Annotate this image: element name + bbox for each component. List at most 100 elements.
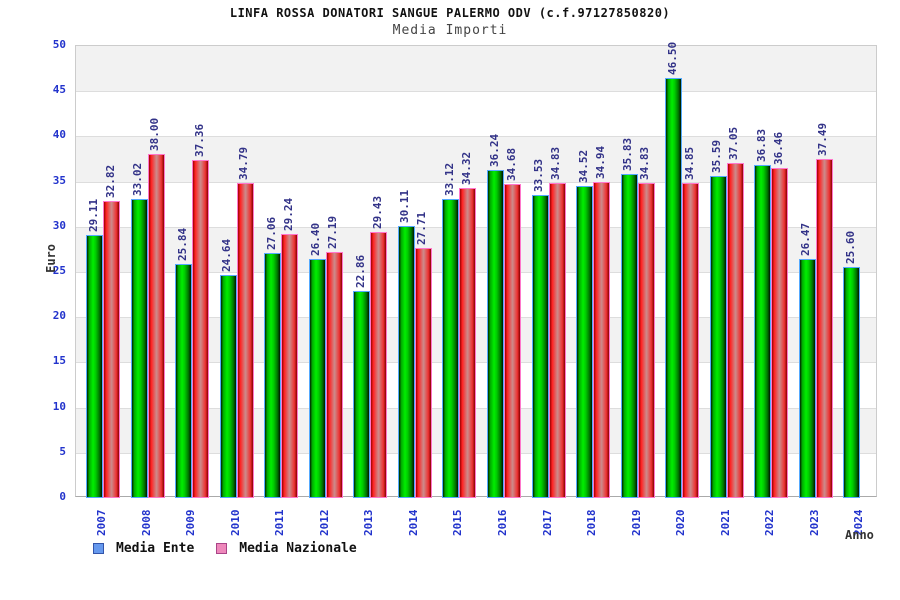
y-tick-label: 15	[52, 354, 66, 368]
bar-media-nazionale-2010	[236, 183, 254, 498]
bar-value-label: 26.40	[309, 223, 323, 257]
bar-value-label: 30.11	[398, 189, 412, 223]
bar-media-ente-2016	[487, 170, 504, 498]
x-tick-label-2008: 2008	[139, 509, 153, 537]
chart-subtitle: Media Importi	[392, 23, 508, 38]
x-tick-label-2013: 2013	[362, 509, 376, 537]
bar-media-ente-2012	[308, 259, 326, 498]
y-tick-label: 10	[52, 399, 66, 413]
bar-value-label: 37.49	[816, 122, 830, 157]
bar-value-label: 24.64	[220, 239, 234, 273]
bar-media-ente-2014	[397, 225, 415, 498]
bar-value-label: 25.84	[175, 228, 189, 262]
bar-media-ente-2015	[442, 198, 460, 498]
bar-media-nazionale-2021	[726, 163, 744, 498]
bar-value-label: 34.85	[682, 146, 696, 180]
bar-value-label: 36.83	[754, 128, 768, 163]
bar-value-label: 32.82	[103, 165, 117, 199]
bar-value-label: 33.02	[131, 163, 145, 197]
gridline	[76, 91, 876, 93]
bar-media-nazionale-2018	[593, 182, 611, 498]
y-tick-label: 5	[59, 444, 66, 458]
bar-value-label: 37.05	[727, 126, 741, 161]
bar-media-nazionale-2007	[103, 201, 120, 498]
gridline	[76, 181, 876, 183]
bar-media-nazionale-2016	[504, 184, 521, 498]
x-tick-label-2007: 2007	[95, 509, 108, 537]
bar-media-ente-2022	[754, 165, 772, 498]
bar-media-ente-2017	[531, 194, 549, 498]
bar-value-label: 29.11	[86, 198, 100, 232]
bar-value-label: 29.43	[370, 195, 384, 229]
chart-title: LINFA ROSSA DONATORI SANGUE PALERMO ODV …	[229, 6, 671, 20]
y-tick-label: 50	[52, 38, 66, 51]
x-axis-label: Anno	[845, 528, 874, 542]
bar-media-nazionale-2014	[414, 247, 432, 498]
bar-media-ente-2007	[86, 234, 103, 498]
x-tick-label-2016: 2016	[496, 509, 509, 537]
y-tick-label: 35	[52, 173, 66, 187]
bar-value-label: 46.50	[665, 41, 679, 75]
bar-value-label: 34.68	[504, 148, 518, 182]
bar-media-nazionale-2009	[192, 160, 210, 498]
bar-value-label: 36.46	[771, 132, 785, 166]
bar-value-label: 33.53	[532, 158, 546, 192]
bar-value-label: 27.19	[326, 216, 340, 250]
bar-value-label: 34.83	[549, 147, 563, 181]
bar-media-ente-2024	[843, 266, 861, 498]
bar-media-nazionale-2022	[771, 168, 789, 498]
bar-media-ente-2011	[264, 253, 282, 498]
y-tick-label: 20	[52, 309, 66, 323]
bar-value-label: 27.06	[264, 217, 278, 251]
bar-media-nazionale-2013	[370, 231, 388, 498]
bar-value-label: 34.79	[237, 147, 251, 181]
gridline	[76, 136, 876, 138]
x-tick-label-2023: 2023	[807, 509, 821, 537]
bar-media-ente-2010	[219, 275, 237, 498]
x-tick-label-2010: 2010	[228, 509, 242, 537]
x-tick-label-2022: 2022	[763, 509, 777, 537]
bar-value-label: 34.94	[593, 146, 607, 180]
y-tick-label: 25	[52, 264, 66, 277]
bar-value-label: 35.59	[710, 140, 724, 174]
x-tick-label-2017: 2017	[540, 509, 554, 537]
legend-label-media-ente: Media Ente	[116, 541, 195, 556]
bar-value-label: 34.83	[638, 147, 652, 181]
y-tick-label: 45	[52, 83, 66, 97]
x-tick-label-2020: 2020	[674, 509, 688, 537]
bar-media-nazionale-2020	[682, 182, 700, 498]
y-tick-label: 40	[52, 128, 66, 142]
bar-value-label: 26.47	[799, 222, 813, 256]
bar-media-ente-2013	[353, 291, 371, 498]
bar-media-nazionale-2017	[548, 183, 566, 498]
x-tick-label-2021: 2021	[718, 509, 732, 537]
legend-swatch-media-nazionale-icon	[216, 543, 228, 554]
bar-value-label: 27.71	[415, 211, 429, 245]
bar-value-label: 36.24	[487, 134, 501, 168]
bar-media-ente-2021	[709, 176, 727, 498]
y-tick-label: 0	[59, 490, 66, 503]
bar-media-nazionale-2011	[281, 233, 299, 498]
background-band	[76, 46, 876, 92]
legend-label-media-nazionale: Media Nazionale	[239, 541, 357, 556]
x-tick-label-2019: 2019	[629, 509, 643, 537]
legend: Media Ente Media Nazionale	[93, 541, 369, 556]
bar-media-nazionale-2023	[815, 159, 833, 498]
bar-value-label: 34.52	[576, 149, 590, 183]
bar-media-ente-2009	[175, 264, 193, 498]
x-tick-label-2011: 2011	[273, 509, 287, 537]
bar-media-ente-2018	[576, 185, 594, 498]
bar-media-nazionale-2008	[147, 154, 165, 498]
y-tick-label: 30	[52, 218, 66, 232]
bar-media-ente-2020	[665, 77, 683, 498]
bar-media-nazionale-2012	[325, 252, 343, 498]
bar-value-label: 29.24	[281, 197, 295, 231]
x-tick-label-2012: 2012	[317, 509, 331, 537]
legend-entry-media-nazionale: Media Nazionale	[216, 541, 357, 556]
bar-media-ente-2008	[130, 199, 148, 498]
x-tick-label-2015: 2015	[451, 509, 465, 537]
bar-media-ente-2019	[620, 174, 638, 498]
bar-media-nazionale-2015	[459, 187, 477, 498]
bar-value-label: 25.60	[843, 230, 857, 264]
